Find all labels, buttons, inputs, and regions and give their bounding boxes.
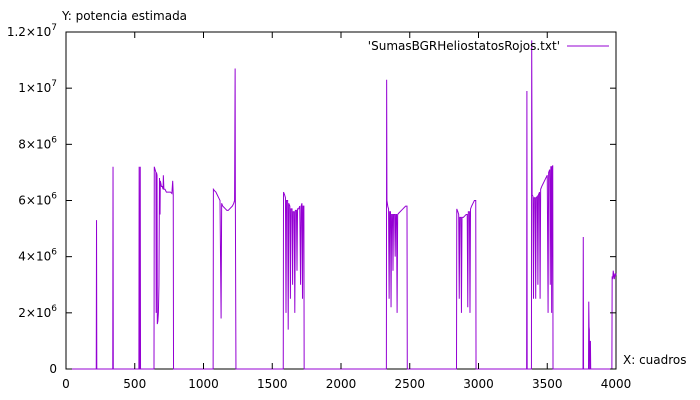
- y-tick-label: 0: [49, 362, 57, 376]
- y-tick-exponent: 6: [51, 304, 57, 314]
- legend-label: 'SumasBGRHeliostatosRojos.txt': [368, 39, 560, 53]
- x-tick-label: 1500: [257, 377, 288, 391]
- x-tick-label: 4000: [601, 377, 632, 391]
- y-tick-mantissa: 4×10: [18, 250, 51, 264]
- plot-border: [65, 31, 617, 370]
- legend: 'SumasBGRHeliostatosRojos.txt': [368, 39, 609, 53]
- y-tick-mantissa: 2×10: [18, 306, 51, 320]
- y-axis-title: Y: potencia estimada: [61, 9, 187, 23]
- x-tick-label: 1000: [188, 377, 219, 391]
- tick-marks: [65, 31, 617, 370]
- y-tick-exponent: 7: [51, 23, 57, 33]
- y-tick-exponent: 6: [51, 192, 57, 202]
- series-group: [66, 40, 617, 370]
- y-tick-label: 2×106: [18, 304, 57, 320]
- y-tick-mantissa: 6×10: [18, 194, 51, 208]
- y-tick-label: 6×106: [18, 192, 57, 208]
- series-line-0: [66, 40, 617, 370]
- y-tick-exponent: 7: [51, 79, 57, 89]
- x-axis-title: X: cuadros: [623, 353, 687, 367]
- plot-frame: [65, 31, 617, 370]
- y-tick-mantissa: 1.2×10: [7, 25, 51, 39]
- x-tick-label: 3000: [463, 377, 494, 391]
- x-tick-label: 2500: [394, 377, 425, 391]
- y-tick-label: 8×106: [18, 135, 57, 151]
- x-tick-label: 500: [123, 377, 146, 391]
- x-tick-label: 2000: [326, 377, 357, 391]
- y-tick-mantissa: 1×10: [18, 81, 51, 95]
- x-tick-labels: 0 500 1000 1500 2000 2500 3000 3500 4000: [62, 377, 631, 391]
- y-tick-label: 4×106: [18, 248, 57, 264]
- y-tick-label: 1×107: [18, 79, 57, 95]
- y-tick-mantissa: 8×10: [18, 137, 51, 151]
- y-tick-exponent: 6: [51, 135, 57, 145]
- y-tick-label: 1.2×107: [7, 23, 57, 39]
- x-tick-label: 0: [62, 377, 70, 391]
- x-tick-label: 3500: [532, 377, 563, 391]
- y-tick-exponent: 6: [51, 248, 57, 258]
